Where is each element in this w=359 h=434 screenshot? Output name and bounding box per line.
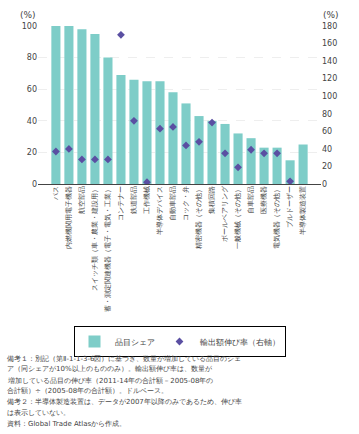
svg-text:40: 40 — [322, 145, 332, 154]
svg-text:一般機械（その他）: 一般機械（その他） — [234, 186, 242, 249]
svg-text:航空部品: 航空部品 — [78, 186, 86, 214]
svg-text:ボールベアリング: ボールベアリング — [221, 185, 229, 242]
svg-text:160: 160 — [322, 39, 337, 48]
svg-text:(%): (%) — [20, 10, 36, 20]
svg-text:自車部品: 自車部品 — [247, 186, 255, 214]
svg-text:は表示していない。: は表示していない。 — [7, 409, 70, 417]
svg-text:100: 100 — [322, 92, 337, 101]
svg-text:60: 60 — [27, 85, 37, 94]
svg-text:40: 40 — [27, 117, 37, 126]
svg-text:コック・弁: コック・弁 — [182, 186, 190, 221]
svg-text:電気機器（その他）: 電気機器（その他） — [273, 186, 281, 249]
svg-text:バス: バス — [52, 186, 60, 201]
svg-text:0: 0 — [32, 180, 37, 189]
svg-text:半導体デバイス: 半導体デバイス — [156, 186, 164, 235]
svg-text:120: 120 — [322, 74, 337, 83]
svg-text:品目シェア: 品目シェア — [115, 338, 155, 347]
svg-text:医療機器: 医療機器 — [260, 186, 268, 214]
svg-text:(%): (%) — [323, 10, 339, 20]
svg-text:0: 0 — [322, 180, 327, 189]
svg-text:半導体製造装置: 半導体製造装置 — [299, 186, 307, 235]
svg-text:180: 180 — [322, 22, 337, 31]
svg-text:鉄道部品: 鉄道部品 — [130, 186, 138, 214]
svg-text:80: 80 — [27, 53, 37, 62]
svg-text:内燃機関用電子機器: 内燃機関用電子機器 — [65, 186, 73, 249]
svg-text:蓄・測定関連機器（電子・電気・工業）: 蓄・測定関連機器（電子・電気・工業） — [104, 186, 112, 312]
svg-text:自動車部品: 自動車部品 — [169, 186, 177, 221]
svg-text:ブルドーザー: ブルドーザー — [286, 186, 294, 228]
svg-text:集積回路: 集積回路 — [208, 186, 216, 214]
svg-text:増加している品目の伸び率（2011-14年の合計額－2005: 増加している品目の伸び率（2011-14年の合計額－2005-08年の — [7, 376, 214, 385]
svg-text:140: 140 — [322, 57, 337, 66]
svg-text:80: 80 — [322, 110, 332, 119]
svg-text:備考２：半導体製造装置は、データが2007年以降のみであるた: 備考２：半導体製造装置は、データが2007年以降のみであるため、伸び率 — [7, 398, 242, 406]
svg-text:コンテナー: コンテナー — [117, 186, 125, 221]
svg-text:スイッチ類（車・農業・建設用）: スイッチ類（車・農業・建設用） — [91, 186, 99, 291]
svg-text:ア（同シェアが10%以上のもののみ）。輸出額伸び率は、数量が: ア（同シェアが10%以上のもののみ）。輸出額伸び率は、数量が — [7, 365, 213, 373]
svg-text:合計額）÷（2005-08年の合計額）。ドルベース。: 合計額）÷（2005-08年の合計額）。ドルベース。 — [7, 387, 168, 395]
svg-text:100: 100 — [22, 22, 37, 31]
svg-text:工作機械: 工作機械 — [143, 186, 151, 214]
svg-text:輸出額伸び率（右軸）: 輸出額伸び率（右軸） — [200, 338, 280, 347]
svg-text:20: 20 — [27, 148, 37, 157]
svg-text:精密機器（その他）: 精密機器（その他） — [195, 186, 203, 249]
svg-text:20: 20 — [322, 162, 332, 171]
svg-text:資料：Global Trade Atlasから作成。: 資料：Global Trade Atlasから作成。 — [7, 420, 126, 428]
svg-text:備考１：別記（第Ⅱ-1-1-3-6図）に基づき、数量が増加し: 備考１：別記（第Ⅱ-1-1-3-6図）に基づき、数量が増加している品目のシェ — [7, 354, 241, 363]
svg-text:60: 60 — [322, 127, 332, 136]
